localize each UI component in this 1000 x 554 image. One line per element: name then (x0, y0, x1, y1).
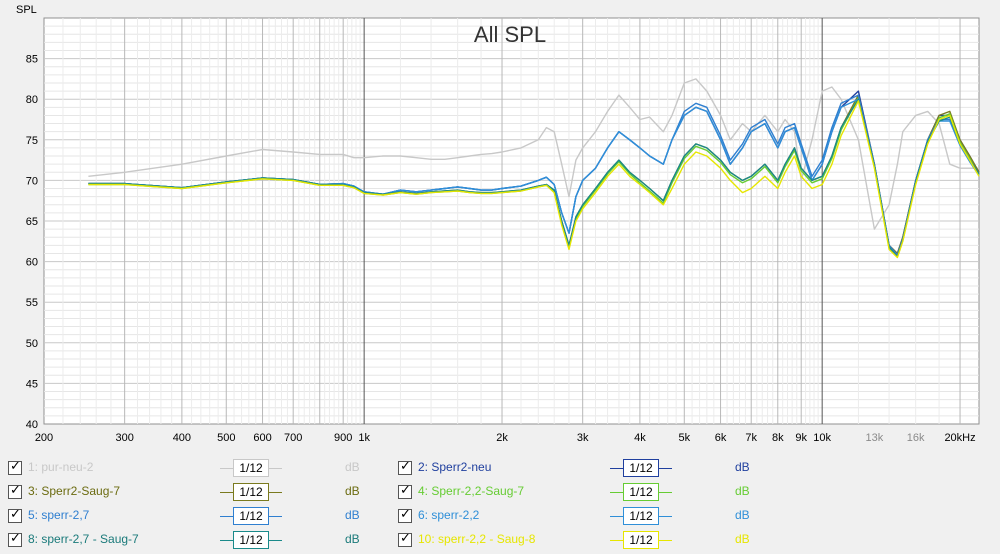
legend-label: 5: sperr-2,7 (28, 508, 90, 522)
smoothing-value[interactable]: 1/12 (623, 459, 659, 477)
y-axis-label: SPL (16, 4, 37, 16)
series-line-8 (88, 100, 980, 259)
x-tick-label: 3k (577, 432, 589, 444)
smoothing-value[interactable]: 1/12 (623, 531, 659, 549)
series-line-1 (88, 78, 979, 230)
x-tick-label: 900 (334, 432, 352, 444)
legend-unit: dB (735, 460, 750, 474)
legend-row: 8: sperr-2,7 - Saug-7 1/12 dB (8, 530, 388, 552)
x-tick-label: 5k (678, 432, 690, 444)
smoothing-value[interactable]: 1/12 (623, 507, 659, 525)
legend-label: 1: pur-neu-2 (28, 460, 94, 474)
legend-unit: dB (345, 460, 360, 474)
y-tick-label: 70 (26, 175, 38, 187)
y-tick-label: 45 (26, 378, 38, 390)
legend-label: 8: sperr-2,7 - Saug-7 (28, 532, 139, 546)
spl-chart[interactable]: SPL 200 300 400 500 600 700 900 1k 2k 3k 4k 5k 6k 7k 8… (0, 0, 1000, 452)
smoothing-value[interactable]: 1/12 (233, 507, 269, 525)
smoothing-control[interactable]: 1/12 (220, 459, 282, 477)
legend-label: 4: Sperr-2,2-Saug-7 (418, 484, 525, 498)
smoothing-control[interactable]: 1/12 (610, 459, 672, 477)
x-tick-label: 8k (772, 432, 784, 444)
x-tick-label: 600 (253, 432, 271, 444)
x-tick-label: 7k (745, 432, 757, 444)
legend-row: 3: Sperr2-Saug-7 1/12 dB (8, 482, 388, 504)
legend-label: 6: sperr-2,2 (418, 508, 480, 522)
x-tick-label: 2k (496, 432, 508, 444)
legend-row: 6: sperr-2,2 1/12 dB (398, 506, 778, 528)
x-tick-label: 1k (358, 432, 370, 444)
checkbox-checked-icon[interactable] (8, 459, 22, 475)
smoothing-value[interactable]: 1/12 (233, 459, 269, 477)
legend-label: 2: Sperr2-neu (418, 460, 492, 474)
legend-unit: dB (735, 508, 750, 522)
x-tick-label: 20kHz (944, 432, 975, 444)
y-tick-label: 55 (26, 297, 38, 309)
legend-unit: dB (735, 532, 750, 546)
x-tick-label: 9k (795, 432, 807, 444)
smoothing-control[interactable]: 1/12 (610, 507, 672, 525)
y-tick-label: 50 (26, 338, 38, 350)
y-tick-label: 60 (26, 257, 38, 269)
smoothing-control[interactable]: 1/12 (220, 483, 282, 501)
checkbox-checked-icon[interactable] (8, 507, 22, 523)
smoothing-value[interactable]: 1/12 (233, 483, 269, 501)
legend-row: 1: pur-neu-2 1/12 dB (8, 458, 388, 480)
checkbox-checked-icon[interactable] (398, 459, 412, 475)
grid-lines (44, 18, 979, 424)
x-tick-label: 6k (715, 432, 727, 444)
y-tick-label: 65 (26, 216, 38, 228)
legend-unit: dB (345, 508, 360, 522)
x-axis-ticks: 200 300 400 500 600 700 900 1k 2k 3k 4k 5k 6k 7k 8k 9k 1… (35, 432, 976, 444)
x-tick-label: 10k (813, 432, 831, 444)
legend-unit: dB (735, 484, 750, 498)
checkbox-checked-icon[interactable] (8, 531, 22, 547)
x-tick-label: 700 (284, 432, 302, 444)
x-tick-label: 300 (115, 432, 133, 444)
legend-unit: dB (345, 532, 360, 546)
smoothing-control[interactable]: 1/12 (220, 531, 282, 549)
y-tick-label: 80 (26, 94, 38, 106)
legend-row: 10: sperr-2,2 - Saug-8 1/12 dB (398, 530, 778, 552)
legend-row: 5: sperr-2,7 1/12 dB (8, 506, 388, 528)
y-tick-label: 40 (26, 419, 38, 431)
smoothing-control[interactable]: 1/12 (220, 507, 282, 525)
smoothing-control[interactable]: 1/12 (610, 483, 672, 501)
checkbox-checked-icon[interactable] (398, 483, 412, 499)
legend-label: 10: sperr-2,2 - Saug-8 (418, 532, 536, 546)
smoothing-value[interactable]: 1/12 (623, 483, 659, 501)
checkbox-checked-icon[interactable] (398, 507, 412, 523)
x-tick-label: 16k (907, 432, 925, 444)
legend-row: 2: Sperr2-neu 1/12 dB (398, 458, 778, 480)
checkbox-checked-icon[interactable] (8, 483, 22, 499)
legend-row: 4: Sperr-2,2-Saug-7 1/12 dB (398, 482, 778, 504)
smoothing-control[interactable]: 1/12 (610, 531, 672, 549)
series-group (88, 78, 980, 259)
legend-label: 3: Sperr2-Saug-7 (28, 484, 121, 498)
smoothing-value[interactable]: 1/12 (233, 531, 269, 549)
x-tick-label: 200 (35, 432, 53, 444)
checkbox-checked-icon[interactable] (398, 531, 412, 547)
y-axis-ticks: 40 45 50 55 60 65 70 75 80 85 (26, 54, 38, 431)
x-tick-label: 400 (173, 432, 191, 444)
legend-unit: dB (345, 484, 360, 498)
x-tick-label: 13k (865, 432, 883, 444)
x-tick-label: 4k (634, 432, 646, 444)
y-tick-label: 85 (26, 54, 38, 66)
legend: 1: pur-neu-21/12dB2: Sperr2-neu1/12dB3: … (0, 452, 1000, 552)
chart-title: All SPL (474, 22, 546, 47)
y-tick-label: 75 (26, 135, 38, 147)
x-tick-label: 500 (217, 432, 235, 444)
